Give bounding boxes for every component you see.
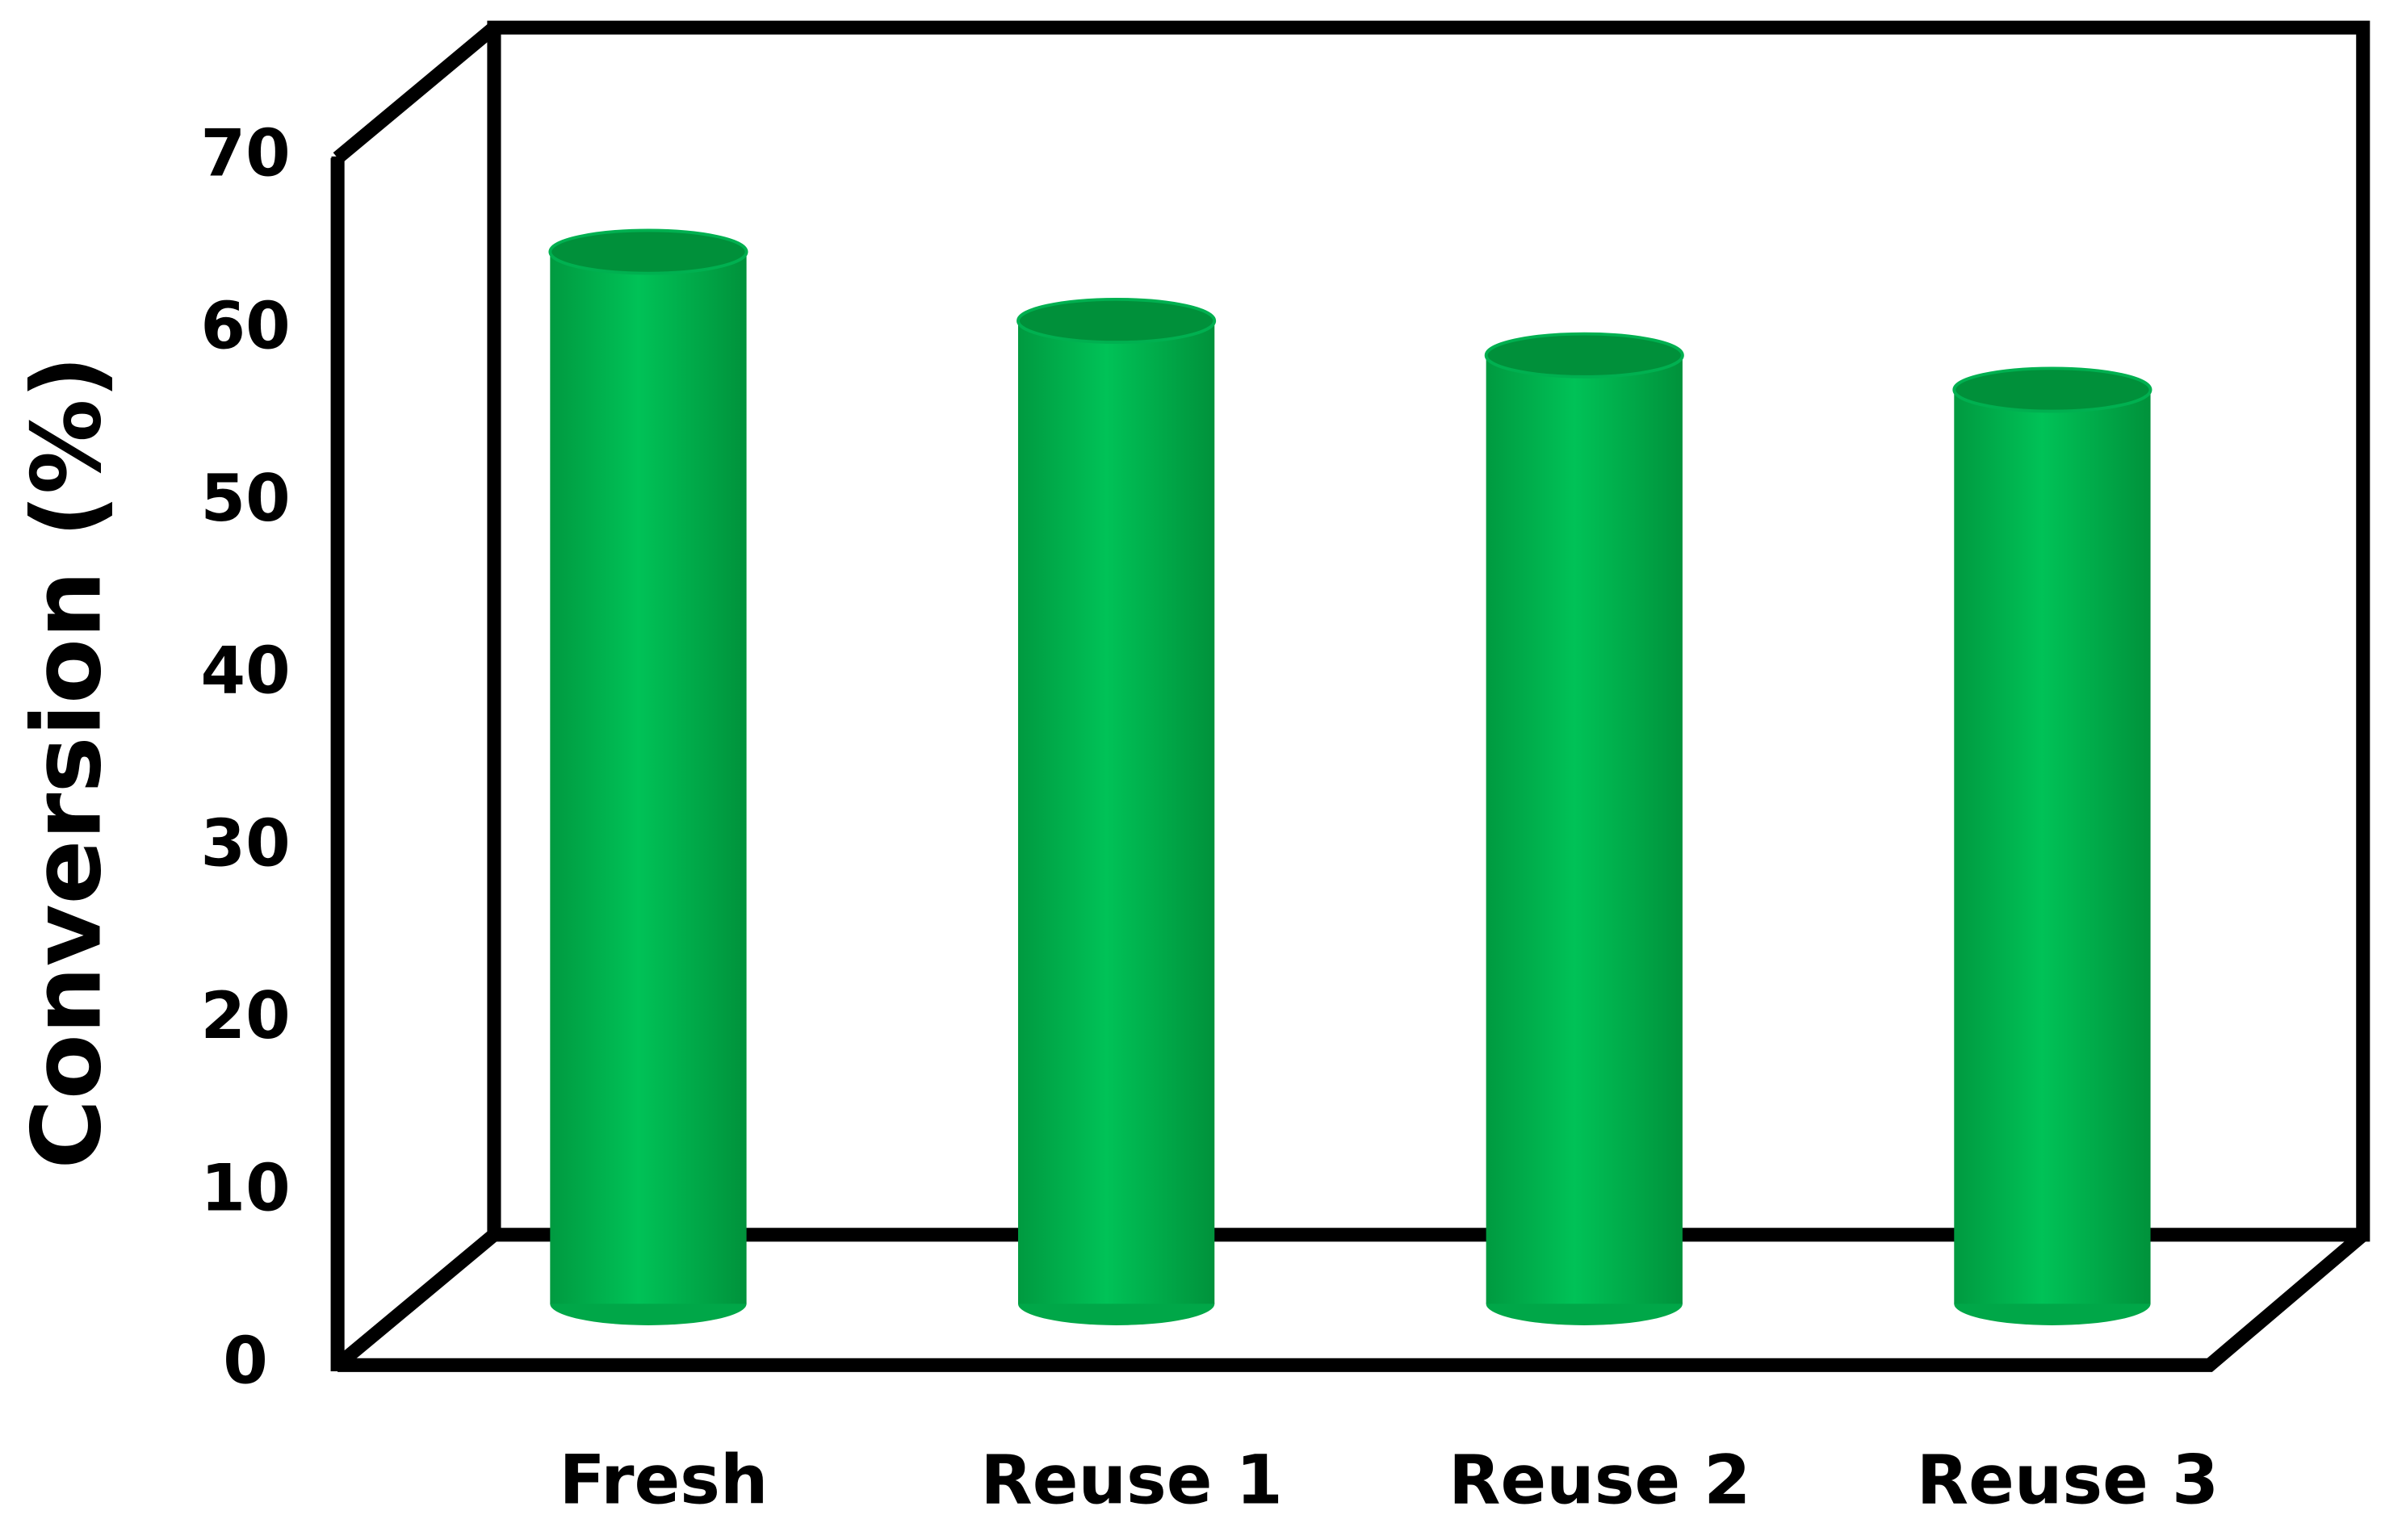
bar-top: [1016, 297, 1217, 344]
y-tick-label: 10: [201, 1151, 291, 1226]
x-tick-label: Reuse 2: [1448, 1441, 1750, 1520]
bar-top: [548, 228, 748, 275]
bar: [550, 252, 747, 1304]
y-tick-label: 60: [201, 288, 291, 363]
bar: [1486, 355, 1683, 1304]
x-tick-label: Reuse 3: [1917, 1441, 2219, 1520]
bar-top: [1952, 366, 2152, 413]
floor-edge: [333, 1229, 499, 1371]
y-tick-label: 30: [201, 806, 291, 881]
y-tick-label: 50: [201, 461, 291, 536]
bar-top: [1484, 332, 1684, 379]
back-wall: [487, 20, 2370, 1242]
bar: [1954, 389, 2151, 1304]
y-tick-label: 20: [201, 978, 291, 1053]
x-tick-label: Reuse 1: [980, 1441, 1282, 1520]
side-wall: [333, 22, 499, 164]
bar: [1017, 320, 1215, 1304]
y-axis-title: Conversion (%): [11, 355, 122, 1169]
y-tick-label: 70: [201, 116, 291, 191]
y-tick-label: 40: [201, 634, 291, 709]
y-tick-label: 0: [223, 1323, 268, 1398]
x-tick-label: Fresh: [559, 1441, 768, 1520]
floor: [337, 1229, 2368, 1372]
